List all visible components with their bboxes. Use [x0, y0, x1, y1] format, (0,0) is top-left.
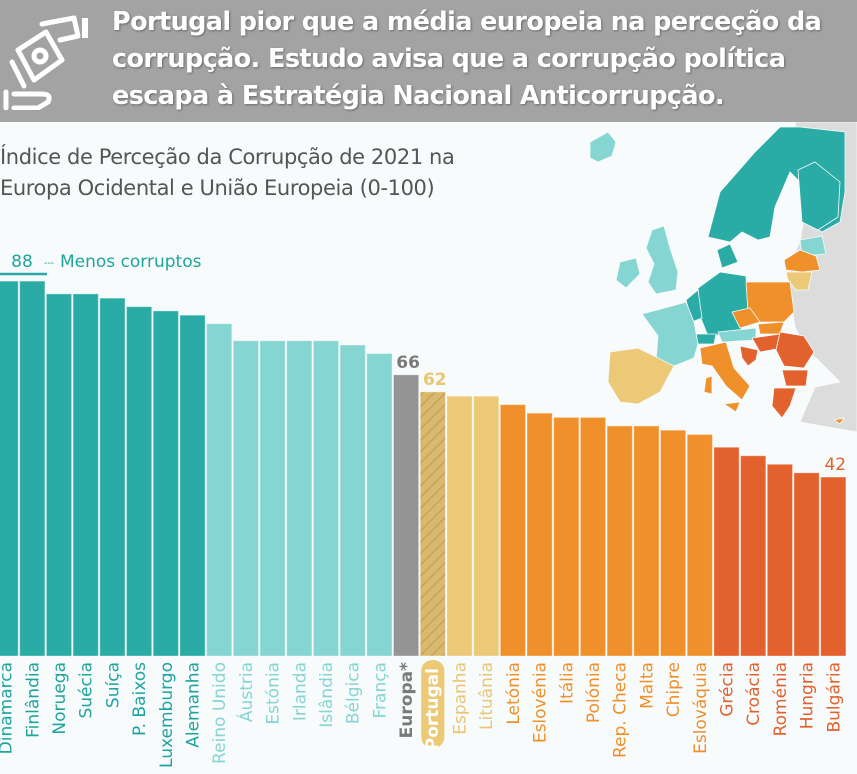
bar--ustria: [232, 340, 260, 657]
category-label: Dinamarca: [0, 662, 17, 754]
bar-su-cia: [72, 293, 99, 657]
category-label: Grécia: [718, 662, 738, 717]
value-label-bulg-ria: 42: [824, 455, 846, 475]
value-label-dinamarca: 88: [11, 252, 33, 272]
category-label: Islândia: [317, 662, 337, 728]
category-label: Suécia: [77, 662, 97, 719]
category-label: Eslovénia: [531, 662, 551, 743]
bar-est-nia: [259, 340, 286, 657]
map-spain-portugal: [607, 347, 675, 405]
category-label: Luxemburgo: [157, 662, 177, 768]
map-uk: [645, 225, 679, 295]
portugal-label-pill: [421, 660, 445, 748]
category-label: Portugal: [423, 668, 443, 750]
europe-map: [590, 122, 857, 432]
bar-luxemburgo: [152, 310, 179, 657]
category-label: Estónia: [264, 662, 284, 725]
category-label: Croácia: [744, 662, 764, 726]
map-greece: [771, 387, 797, 419]
map-sardinia: [703, 375, 713, 395]
bar-malta: [633, 425, 660, 657]
category-label: França: [370, 662, 390, 719]
category-label: Eslováquia: [691, 662, 711, 754]
bar-reino-unido: [206, 323, 233, 657]
map-italy: [699, 341, 751, 401]
bar-noruega: [45, 293, 73, 657]
bar-bulg-ria: [820, 476, 847, 657]
category-label: P. Baixos: [130, 662, 150, 736]
bar-chipre: [660, 429, 687, 657]
header-banner: Portugal pior que a média europeia na pe…: [0, 0, 857, 122]
bar-su-a: [99, 297, 126, 657]
category-label: Roménia: [771, 662, 791, 736]
bar-litu-nia: [473, 395, 500, 657]
bar-portugal: [419, 391, 446, 657]
category-label: Polónia: [584, 662, 604, 723]
category-label: Suíça: [103, 662, 123, 708]
category-label: Letónia: [504, 662, 524, 725]
category-label: Reino Unido: [210, 662, 230, 764]
header-title: Portugal pior que a média europeia na pe…: [112, 7, 822, 111]
map-france: [641, 301, 699, 367]
category-label: Espanha: [451, 662, 471, 735]
category-label: Noruega: [50, 662, 70, 735]
category-label: Bélgica: [344, 662, 364, 724]
hand-money-icon: [3, 15, 88, 110]
value-label-portugal: 62: [423, 370, 447, 390]
map-bulgaria: [781, 369, 809, 387]
bar-irlanda: [286, 340, 313, 657]
map-lithuania: [785, 271, 813, 291]
map-denmark: [716, 243, 739, 269]
bar-eslov-quia: [686, 433, 713, 657]
bar-gr-cia: [713, 446, 740, 657]
bar-rep-checa: [606, 425, 633, 657]
bar-p-baixos: [126, 306, 153, 657]
top-note: Menos corruptos: [60, 252, 202, 272]
category-label: Europa*: [397, 662, 417, 738]
bar-let-nia: [499, 404, 526, 657]
category-label: Finlândia: [23, 662, 43, 738]
category-label: Hungria: [798, 662, 818, 729]
map-romania: [775, 331, 815, 369]
chart-title-text: Índice de Perceção da Corrupção de 2021 …: [0, 145, 455, 200]
category-label: Itália: [557, 662, 577, 704]
category-label: Bulgária: [824, 662, 844, 733]
bar-finl-ndia: [19, 280, 46, 657]
category-label: Rep. Checa: [611, 662, 631, 758]
category-label: Malta: [637, 662, 657, 709]
map-croatia: [739, 345, 759, 367]
map-sicily: [722, 401, 741, 413]
bar-cro-cia: [740, 455, 767, 657]
leader-dashes: ---: [44, 258, 54, 269]
category-label: Áustria: [235, 662, 257, 722]
bar-alemanha: [179, 314, 206, 657]
bar-hungria: [793, 472, 820, 657]
map-czech: [731, 307, 761, 329]
map-ireland: [615, 257, 641, 289]
map-latvia: [783, 249, 821, 273]
bar-it-lia: [553, 416, 580, 657]
category-label: Lituânia: [477, 662, 497, 730]
bar-eslov-nia: [526, 412, 553, 657]
bar-fran-a: [366, 353, 393, 657]
bar-pol-nia: [579, 416, 607, 657]
bar-espanha: [446, 395, 473, 657]
bar-b-lgica: [339, 344, 366, 657]
value-label-europa-: 66: [396, 353, 420, 373]
category-label: Chipre: [664, 662, 684, 717]
chart-title: Índice de Perceção da Corrupção de 2021 …: [0, 142, 480, 204]
category-label: Irlanda: [290, 662, 310, 721]
map-cyprus: [832, 417, 845, 425]
bar-europa-: [393, 374, 420, 657]
category-label: Alemanha: [184, 662, 204, 748]
bar-dinamarca: [0, 280, 19, 657]
map-finland: [797, 161, 841, 231]
map-iceland: [590, 131, 617, 163]
bar-rom-nia: [766, 463, 793, 657]
bar-isl-ndia: [312, 340, 340, 657]
